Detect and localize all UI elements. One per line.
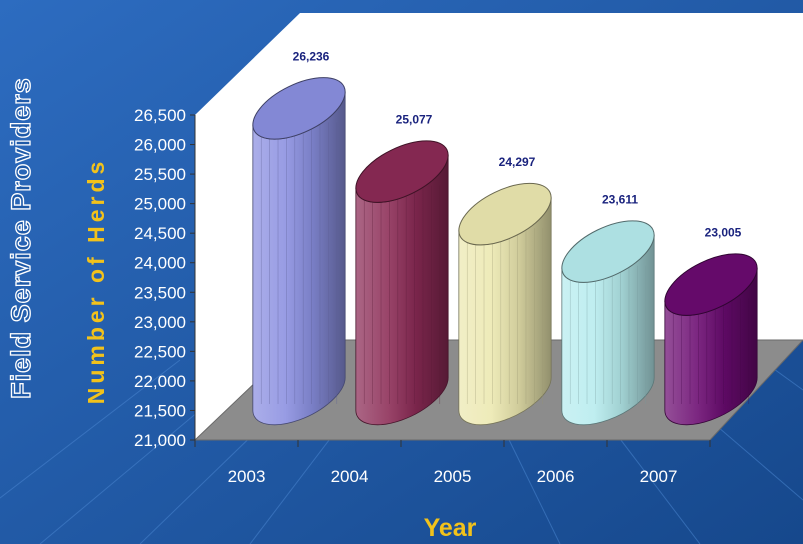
x-tick-label: 2004 xyxy=(331,467,369,486)
bar-top-cap xyxy=(458,182,552,246)
background-line xyxy=(0,359,181,499)
y-tick-label: 24,500 xyxy=(134,224,186,243)
y-axis-ticks: 21,000 21,500 22,000 22,500 23,000 23,500 24,0… xyxy=(134,106,195,450)
y-tick-label: 25,500 xyxy=(134,165,186,184)
y-tick-label: 21,000 xyxy=(134,431,186,450)
x-tick-label: 2006 xyxy=(537,467,575,486)
bar-top-cap xyxy=(252,77,346,140)
bar-body xyxy=(252,91,346,426)
bar-top-cap xyxy=(355,140,449,203)
x-tick-label: 2003 xyxy=(228,467,266,486)
data-label: 23,005 xyxy=(705,226,742,240)
data-label: 25,077 xyxy=(396,113,433,127)
bar-top-cap xyxy=(664,253,758,316)
x-tick-label: 2007 xyxy=(640,467,678,486)
y-tick-label: 22,000 xyxy=(134,372,186,391)
y-tick-label: 25,000 xyxy=(134,195,186,214)
side-title: Field Service Providers xyxy=(6,77,36,399)
bar-2004 xyxy=(355,140,449,426)
bar-2005 xyxy=(458,182,552,426)
x-axis-ticks: 2003 2004 2005 2006 2007 xyxy=(194,440,711,486)
bar-top-cap xyxy=(561,220,655,283)
x-axis-title: Year xyxy=(424,514,477,542)
data-label: 26,236 xyxy=(293,49,330,63)
y-tick-label: 22,500 xyxy=(134,342,186,361)
y-tick-label: 24,000 xyxy=(134,254,186,273)
bar-2003 xyxy=(252,77,346,426)
y-tick-label: 23,000 xyxy=(134,313,186,332)
bar-2006 xyxy=(561,220,655,426)
bar-2007 xyxy=(664,253,758,426)
data-labels: 26,236 25,077 24,297 23,611 23,005 xyxy=(293,49,742,239)
x-tick-label: 2005 xyxy=(434,467,472,486)
y-tick-label: 23,500 xyxy=(134,283,186,302)
y-tick-label: 21,500 xyxy=(134,401,186,420)
data-label: 23,611 xyxy=(602,193,638,207)
y-tick-label: 26,000 xyxy=(134,136,186,155)
y-axis-title: Number of Herds xyxy=(83,158,109,405)
bar-series xyxy=(252,77,758,426)
y-tick-label: 26,500 xyxy=(134,106,186,125)
data-label: 24,297 xyxy=(499,155,536,169)
